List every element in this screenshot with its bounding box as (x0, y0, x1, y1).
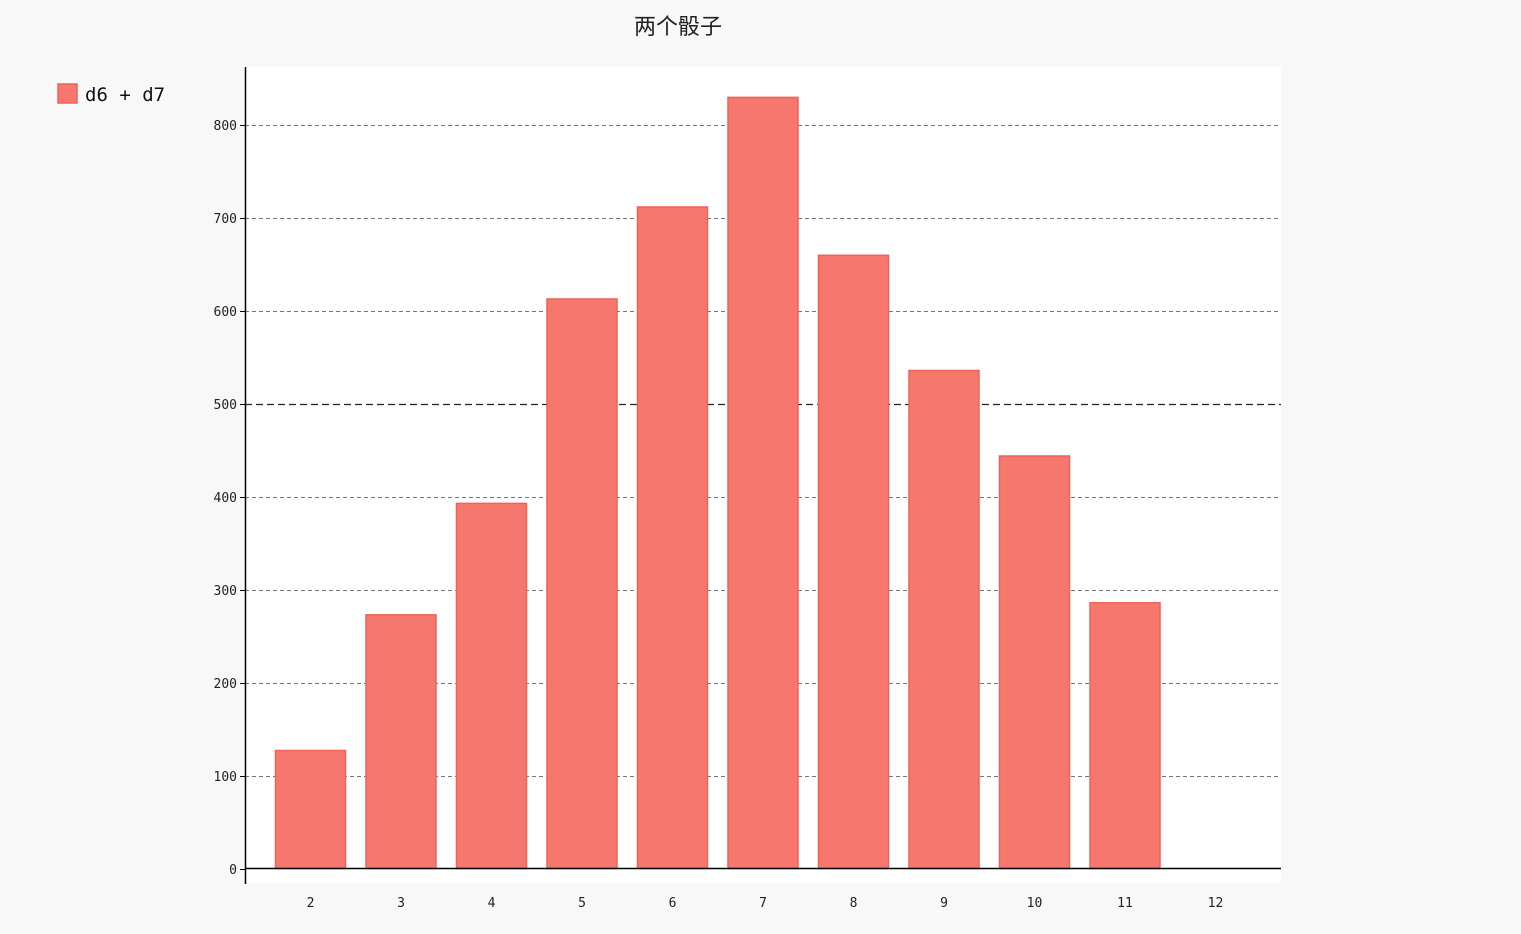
y-tick-label: 300 (214, 584, 237, 599)
bar-6[interactable] (636, 206, 709, 870)
legend-swatch[interactable] (57, 83, 78, 104)
bar-2[interactable] (274, 749, 347, 870)
x-tick-label: 3 (397, 896, 405, 911)
y-tick-label: 700 (214, 212, 237, 227)
x-tick-label: 4 (488, 896, 496, 911)
y-tick-label: 200 (214, 677, 237, 692)
bar-9[interactable] (908, 369, 980, 870)
y-tick-label: 800 (214, 119, 237, 134)
y-tick-label: 500 (214, 398, 237, 413)
axes (244, 67, 1281, 884)
x-axis-ticks: 2 3 4 5 6 7 8 9 10 11 12 (307, 896, 1224, 911)
x-tick-label: 10 (1027, 896, 1043, 911)
y-tick-label: 100 (214, 770, 237, 785)
legend-label-d6-plus-d7[interactable]: d6 + d7 (85, 84, 165, 106)
x-tick-label: 12 (1208, 896, 1224, 911)
x-tick-label: 9 (940, 896, 948, 911)
y-tick-label: 400 (214, 491, 237, 506)
y-tick-label: 0 (229, 863, 237, 878)
bar-3[interactable] (365, 614, 437, 870)
bar-4[interactable] (455, 502, 528, 870)
bar-11[interactable] (1089, 602, 1161, 870)
x-tick-label: 7 (759, 896, 767, 911)
y-axis-ticks: 0 100 200 300 400 500 600 700 800 (214, 119, 245, 878)
x-tick-label: 8 (850, 896, 858, 911)
bar-5[interactable] (546, 298, 618, 870)
x-tick-label: 6 (669, 896, 677, 911)
bar-10[interactable] (998, 455, 1071, 870)
bar-8[interactable] (817, 254, 890, 870)
x-tick-label: 11 (1117, 896, 1133, 911)
x-tick-label: 5 (578, 896, 586, 911)
chart-title: 两个骰子 (634, 15, 722, 40)
bar-7[interactable] (727, 96, 799, 870)
x-tick-label: 2 (307, 896, 315, 911)
bars (274, 96, 1161, 870)
legend[interactable]: d6 + d7 (57, 83, 165, 106)
y-tick-label: 600 (214, 305, 237, 320)
